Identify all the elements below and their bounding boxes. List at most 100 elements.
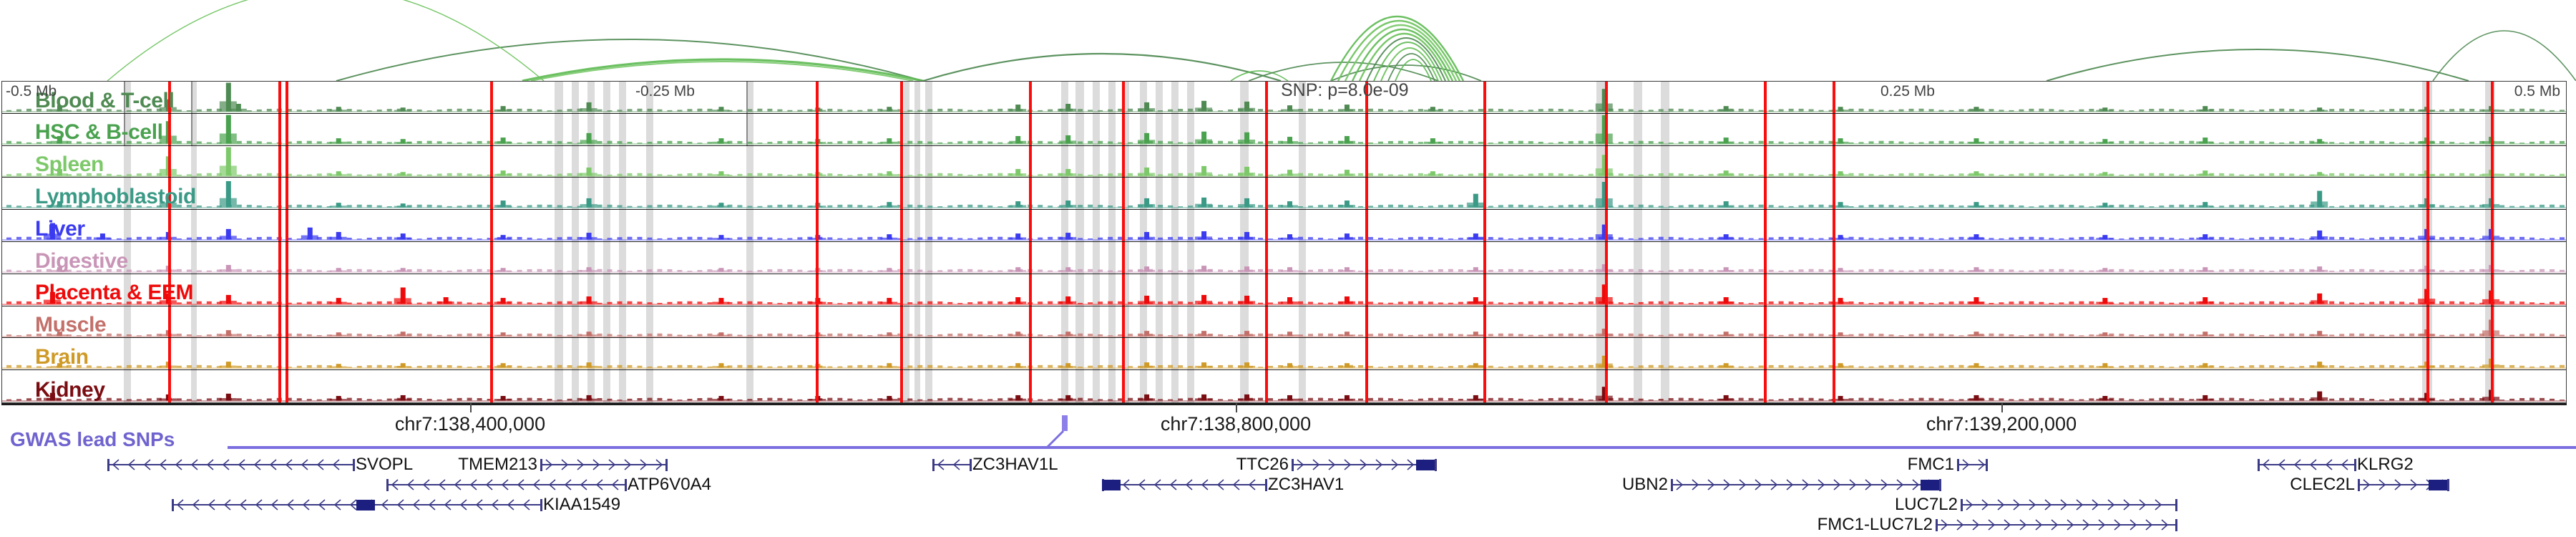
highlight-interval — [1634, 113, 1642, 145]
signal-peak — [1287, 331, 1292, 337]
highlight-interval — [1187, 145, 1194, 178]
highlight-interval — [1661, 274, 1669, 306]
variant-marker-line — [1265, 274, 1268, 306]
highlight-interval — [1187, 274, 1194, 306]
gene-annotation-track: SVOPL TMEM213 ZC3HAV1L TTC26 FMC1 KLRG2 ATP6V0… — [0, 455, 2576, 537]
highlight-interval — [914, 82, 920, 113]
signal-area — [2, 115, 2566, 145]
signal-track-blood-t-cell[interactable]: Blood & T-cell — [2, 82, 2566, 114]
signal-peak — [400, 233, 406, 240]
gene-end-cap — [665, 459, 668, 471]
highlight-interval — [1075, 145, 1084, 178]
signal-peak — [2202, 331, 2208, 337]
track-label: Kidney — [35, 377, 105, 402]
signal-track-kidney[interactable]: Kidney — [2, 370, 2566, 402]
highlight-interval — [746, 338, 753, 370]
coordinate-label: chr7:139,200,000 — [1926, 413, 2077, 435]
highlight-interval — [191, 274, 197, 306]
highlight-interval — [1187, 370, 1194, 402]
signal-peak — [718, 332, 724, 337]
variant-marker-line — [1833, 113, 1835, 145]
highlight-interval — [646, 338, 653, 370]
signal-peak — [2202, 202, 2208, 208]
signal-track-brain[interactable]: Brain — [2, 338, 2566, 371]
gene-atp6v0a4[interactable]: ATP6V0A4 — [0, 475, 2576, 494]
signal-peak — [1601, 264, 1607, 272]
signal-peak — [1287, 267, 1292, 272]
gene-klrg2[interactable]: KLRG2 — [0, 455, 2576, 474]
signal-peak — [2317, 107, 2323, 112]
signal-peak — [1473, 194, 1478, 208]
variant-marker-line — [1029, 210, 1032, 241]
signal-track-liver[interactable]: Liver — [2, 210, 2566, 242]
signal-track-lymphoblastoid[interactable]: Lymphoblastoid — [2, 178, 2566, 211]
gene-end-cap — [970, 459, 972, 471]
signal-peak — [2102, 297, 2108, 304]
gwas-lead-snp-marker[interactable] — [1062, 415, 1068, 431]
variant-marker-line — [1122, 113, 1125, 145]
variant-marker-line — [900, 338, 903, 370]
signal-peak — [1430, 170, 1435, 176]
signal-peak — [2202, 267, 2208, 272]
signal-peak — [1473, 267, 1478, 272]
guide-line — [124, 82, 125, 113]
signal-track-hsc-b-cell[interactable]: HSC & B-cell — [2, 113, 2566, 146]
gene-ubn2[interactable]: UBN2 — [0, 475, 2576, 494]
signal-peak — [57, 105, 62, 112]
highlight-interval — [925, 242, 932, 274]
gene-body — [2358, 484, 2447, 485]
signal-track-spleen[interactable]: Spleen — [2, 145, 2566, 178]
highlight-interval — [1299, 242, 1306, 274]
interaction-arc — [1387, 53, 1435, 81]
highlight-interval — [746, 210, 753, 241]
variant-marker-line — [1605, 145, 1608, 178]
signal-peak — [1015, 267, 1021, 272]
variant-marker-line — [490, 306, 493, 338]
signal-peak — [336, 396, 341, 401]
signal-track-muscle[interactable]: Muscle — [2, 306, 2566, 339]
variant-marker-line — [2426, 178, 2429, 210]
highlight-interval — [555, 82, 563, 113]
strand-arrows — [937, 459, 960, 470]
gene-clec2l[interactable]: CLEC2L — [0, 475, 2576, 494]
highlight-interval — [1299, 370, 1306, 402]
gene-svopl[interactable]: SVOPL — [0, 455, 2576, 474]
gene-ttc26[interactable]: TTC26 — [0, 455, 2576, 474]
gene-fmc1[interactable]: FMC1 — [0, 455, 2576, 474]
variant-marker-line — [1764, 274, 1767, 306]
signal-track-placenta-eem[interactable]: Placenta & EEM — [2, 274, 2566, 306]
highlight-interval — [587, 82, 595, 113]
variant-marker-line — [490, 145, 493, 178]
signal-peak — [1065, 363, 1071, 368]
highlight-interval — [555, 242, 563, 274]
guide-line — [124, 113, 125, 145]
signal-peak — [225, 294, 231, 304]
signal-track-digestive[interactable]: Digestive — [2, 242, 2566, 274]
gene-zc3hav1l[interactable]: ZC3HAV1L — [0, 455, 2576, 474]
highlight-interval — [1075, 178, 1084, 210]
signal-peak — [49, 223, 55, 240]
signal-peak — [49, 392, 55, 401]
highlight-interval — [1093, 210, 1100, 241]
variant-marker-line — [1483, 370, 1486, 402]
signal-peak — [1065, 233, 1071, 240]
signal-peak — [2202, 363, 2208, 368]
gene-kiaa1549[interactable]: KIAA1549 — [0, 495, 2576, 514]
variant-marker-line — [1483, 145, 1486, 178]
gene-luc7l2[interactable]: LUC7L2 — [0, 495, 2576, 514]
signal-peak — [2102, 332, 2108, 337]
gene-label: LUC7L2 — [1894, 495, 1958, 514]
gene-fmc1-luc7l2[interactable]: FMC1-LUC7L2 — [0, 516, 2576, 534]
gene-tmem213[interactable]: TMEM213 — [0, 455, 2576, 474]
variant-marker-line — [1483, 210, 1486, 241]
variant-marker-line — [1365, 242, 1368, 274]
highlight-interval — [904, 82, 909, 113]
gene-zc3hav1[interactable]: ZC3HAV1 — [0, 475, 2576, 494]
signal-peak — [586, 331, 592, 337]
gene-end-cap — [172, 499, 174, 511]
variant-marker-line — [2491, 113, 2494, 145]
highlight-interval — [904, 338, 909, 370]
variant-marker-line — [1833, 178, 1835, 210]
gwas-lead-snps-track[interactable]: GWAS lead SNPs — [0, 415, 2576, 455]
